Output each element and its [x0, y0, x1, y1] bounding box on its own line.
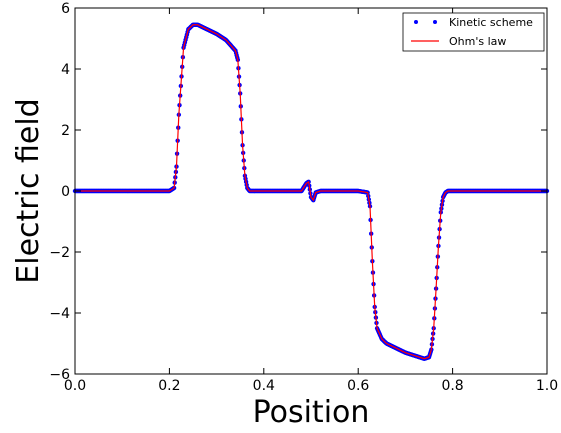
- legend-marker-kinetic: [414, 20, 418, 24]
- legend-box: [402, 12, 545, 52]
- x-tick-label: 0.8: [441, 378, 463, 394]
- legend-entry-kinetic: Kinetic scheme: [414, 16, 533, 29]
- ohm-line: [75, 24, 547, 360]
- legend-label-ohm: Ohm's law: [449, 35, 506, 48]
- y-tick-label: 2: [61, 123, 70, 139]
- legend-marker-kinetic: [433, 20, 437, 24]
- x-tick-label: 1.0: [536, 378, 558, 394]
- y-tick-label: −4: [49, 306, 70, 322]
- x-tick-label: 0.4: [253, 378, 275, 394]
- y-axis-label: Electric field: [11, 98, 46, 283]
- x-tick-label: 0.2: [158, 378, 180, 394]
- plot-frame: [74, 7, 548, 375]
- legend-label-kinetic: Kinetic scheme: [449, 16, 533, 29]
- x-tick-label: 0.0: [64, 378, 86, 394]
- legend-entry-ohm: Ohm's law: [411, 35, 506, 48]
- legend: Kinetic scheme Ohm's law: [402, 12, 545, 52]
- series-layer: [72, 22, 550, 361]
- y-tick-label: 6: [61, 1, 70, 17]
- x-axis-label: Position: [253, 395, 370, 430]
- y-tick-label: 4: [61, 62, 70, 78]
- x-tick-label: 0.6: [347, 378, 369, 394]
- y-tick-label: −6: [49, 367, 70, 383]
- y-tick-label: −2: [49, 245, 70, 261]
- ticks-layer: 0.0 0.2 0.4 0.6 0.8 1.0 −6 −4 −2 0 2 4 6: [49, 1, 558, 394]
- y-tick-label: 0: [61, 184, 70, 200]
